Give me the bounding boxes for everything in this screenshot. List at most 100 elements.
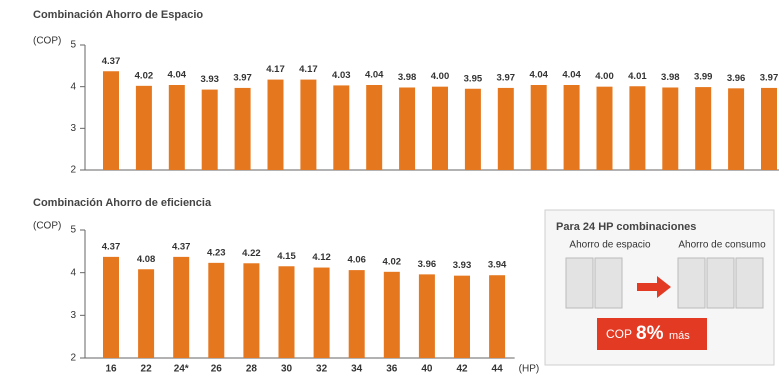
bar — [695, 87, 712, 170]
bar — [497, 87, 514, 170]
value-label: 3.98 — [398, 72, 417, 83]
panel-right-label: Ahorro de consumo — [678, 240, 766, 251]
value-label: 4.17 — [299, 64, 318, 75]
bar — [267, 79, 284, 170]
bar — [208, 262, 225, 358]
y-tick-label: 5 — [70, 40, 76, 51]
x-tick-label: 36 — [386, 364, 398, 375]
value-label: 3.97 — [497, 72, 516, 83]
bar — [103, 256, 119, 358]
value-label: 4.06 — [347, 255, 366, 266]
arrow — [637, 276, 671, 298]
value-label: 4.22 — [242, 248, 261, 259]
badge-prefix: COP — [606, 327, 632, 341]
bar — [596, 86, 613, 170]
x-tick-label: 16 — [105, 364, 117, 375]
value-label: 4.37 — [172, 241, 191, 252]
bar — [563, 85, 580, 170]
value-label: 4.12 — [312, 252, 331, 263]
bar — [418, 274, 435, 358]
value-label: 3.97 — [233, 72, 252, 83]
bar — [489, 275, 506, 358]
bar — [300, 79, 317, 170]
value-label: 4.00 — [595, 71, 614, 82]
bar — [399, 87, 416, 170]
bar — [728, 88, 745, 170]
badge-value: 8% — [636, 323, 664, 344]
value-label: 4.04 — [562, 70, 581, 81]
value-label: 3.93 — [200, 74, 219, 85]
value-label: 3.93 — [453, 260, 472, 271]
y-tick-label: 2 — [70, 353, 76, 364]
bar — [201, 89, 218, 170]
x-tick-label: 34 — [351, 364, 363, 375]
bar — [135, 85, 152, 170]
value-label: 4.03 — [332, 70, 351, 81]
unit-icons-right — [677, 257, 764, 309]
x-tick-label: 22 — [141, 364, 153, 375]
value-label: 3.99 — [694, 72, 713, 83]
x-tick-label: 28 — [246, 364, 258, 375]
x-tick-label: 26 — [211, 364, 223, 375]
value-label: 3.98 — [661, 72, 680, 83]
bar — [348, 270, 365, 358]
bar — [138, 269, 155, 358]
chart-title: Combinación Ahorro de eficiencia — [33, 197, 212, 209]
bar — [103, 71, 119, 170]
badge — [597, 318, 707, 350]
value-label: 3.95 — [464, 73, 483, 84]
bar — [629, 86, 646, 170]
value-label: 4.04 — [529, 70, 548, 81]
x-tick-label: 42 — [456, 364, 468, 375]
bar — [530, 85, 547, 170]
bar — [366, 85, 383, 170]
value-label: 4.02 — [135, 70, 154, 81]
value-label: 3.97 — [760, 72, 779, 83]
y-tick-label: 3 — [70, 123, 76, 134]
y-tick-label: 4 — [70, 267, 76, 278]
bar — [662, 87, 679, 170]
x-tick-label: 24* — [174, 364, 189, 375]
y-axis-label: (COP) — [33, 36, 61, 47]
bar — [464, 88, 481, 170]
unit-icons-left — [565, 257, 623, 309]
bar — [454, 275, 470, 358]
bar — [313, 267, 330, 358]
value-label: 4.15 — [277, 251, 296, 262]
bar — [432, 86, 448, 170]
bar — [383, 271, 400, 358]
y-tick-label: 2 — [70, 165, 76, 176]
bar — [173, 256, 190, 358]
badge-suffix: más — [669, 330, 690, 342]
panel-left-label: Ahorro de espacio — [569, 240, 651, 251]
value-label: 4.04 — [365, 70, 384, 81]
x-axis-label: (HP) — [519, 364, 540, 375]
x-tick-label: 44 — [492, 364, 504, 375]
y-tick-label: 4 — [70, 81, 76, 92]
bar — [243, 263, 260, 358]
chart-title: Combinación Ahorro de Espacio — [33, 9, 203, 21]
value-label: 3.94 — [488, 260, 507, 271]
y-tick-label: 3 — [70, 310, 76, 321]
value-label: 4.37 — [102, 56, 121, 67]
value-label: 4.17 — [266, 64, 285, 75]
value-label: 3.96 — [727, 73, 746, 84]
value-label: 4.04 — [168, 70, 187, 81]
value-label: 4.23 — [207, 247, 226, 258]
bar — [234, 87, 251, 170]
x-tick-label: 30 — [281, 364, 293, 375]
bar — [761, 87, 777, 170]
value-label: 4.00 — [431, 71, 450, 82]
y-tick-label: 5 — [70, 225, 76, 236]
x-tick-label: 40 — [421, 364, 433, 375]
bar — [333, 85, 350, 170]
value-label: 4.02 — [383, 256, 402, 267]
value-label: 4.01 — [628, 71, 647, 82]
value-label: 3.96 — [418, 259, 437, 270]
panel-title: Para 24 HP combinaciones — [556, 221, 696, 233]
x-tick-label: 32 — [316, 364, 328, 375]
y-axis-label: (COP) — [33, 221, 61, 232]
bar — [278, 266, 295, 358]
bar — [168, 85, 185, 170]
